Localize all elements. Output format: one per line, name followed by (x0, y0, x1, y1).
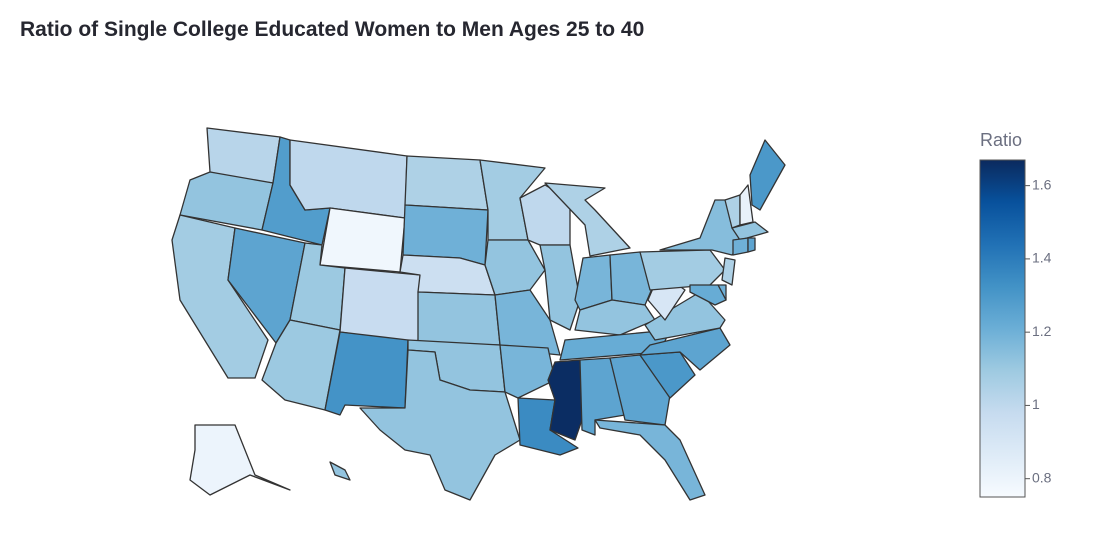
region (544, 182, 631, 257)
colorbar-title: Ratio (980, 130, 1022, 150)
region (319, 207, 406, 273)
region (639, 249, 726, 291)
region (689, 284, 727, 306)
region (721, 257, 736, 286)
region (359, 349, 521, 501)
chart-title: Ratio of Single College Educated Women t… (20, 18, 644, 41)
region (499, 344, 556, 399)
region (731, 221, 769, 241)
region (329, 461, 351, 481)
region (339, 267, 421, 344)
map (171, 127, 786, 501)
region (749, 139, 786, 211)
region (732, 237, 749, 256)
colorbar-tick-label: 1.6 (1032, 176, 1052, 192)
colorbar-tick-label: 1.2 (1032, 323, 1052, 339)
region (484, 239, 546, 296)
colorbar (979, 159, 1026, 498)
region (179, 171, 274, 231)
region (539, 244, 581, 331)
region (747, 237, 756, 253)
region (404, 155, 489, 211)
region (289, 139, 408, 219)
region (594, 419, 706, 501)
region (324, 331, 409, 416)
region (189, 424, 291, 496)
colorbar-tick-label: 1.4 (1032, 250, 1052, 266)
region (644, 291, 726, 341)
region (261, 319, 341, 411)
region (417, 291, 501, 346)
colorbar-tick-label: 0.8 (1032, 469, 1052, 485)
colorbar-tick-label: 1 (1032, 396, 1040, 412)
region (609, 354, 671, 426)
